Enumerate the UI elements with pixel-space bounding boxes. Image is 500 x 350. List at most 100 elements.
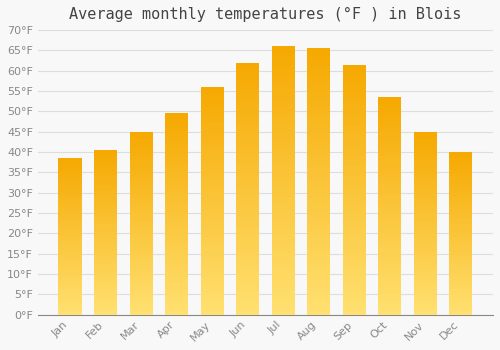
- Bar: [58, 241, 82, 243]
- Bar: [130, 207, 152, 209]
- Bar: [94, 221, 117, 223]
- Bar: [94, 163, 117, 165]
- Bar: [200, 258, 224, 260]
- Bar: [130, 287, 152, 289]
- Bar: [200, 144, 224, 146]
- Bar: [272, 105, 294, 108]
- Bar: [200, 151, 224, 153]
- Bar: [342, 242, 366, 245]
- Bar: [94, 181, 117, 183]
- Bar: [236, 141, 259, 143]
- Bar: [165, 142, 188, 143]
- Bar: [414, 150, 437, 152]
- Bar: [236, 189, 259, 191]
- Bar: [94, 298, 117, 300]
- Bar: [94, 232, 117, 234]
- Bar: [200, 212, 224, 215]
- Bar: [236, 285, 259, 287]
- Bar: [58, 306, 82, 307]
- Bar: [272, 191, 294, 194]
- Bar: [450, 302, 472, 303]
- Bar: [200, 205, 224, 208]
- Bar: [414, 201, 437, 203]
- Bar: [342, 85, 366, 87]
- Bar: [414, 273, 437, 274]
- Bar: [165, 194, 188, 196]
- Bar: [378, 154, 402, 156]
- Bar: [450, 159, 472, 160]
- Bar: [450, 222, 472, 224]
- Bar: [130, 218, 152, 219]
- Bar: [58, 308, 82, 310]
- Bar: [236, 126, 259, 128]
- Bar: [378, 313, 402, 315]
- Bar: [130, 267, 152, 269]
- Bar: [236, 257, 259, 259]
- Bar: [165, 148, 188, 150]
- Bar: [342, 302, 366, 305]
- Bar: [130, 296, 152, 298]
- Bar: [307, 118, 330, 120]
- Bar: [378, 162, 402, 164]
- Bar: [414, 190, 437, 192]
- Bar: [450, 172, 472, 173]
- Bar: [272, 175, 294, 178]
- Bar: [378, 243, 402, 245]
- Bar: [342, 87, 366, 90]
- Bar: [94, 269, 117, 270]
- Bar: [200, 237, 224, 240]
- Bar: [200, 246, 224, 249]
- Bar: [414, 177, 437, 179]
- Bar: [94, 228, 117, 229]
- Bar: [450, 209, 472, 211]
- Bar: [378, 291, 402, 293]
- Bar: [200, 96, 224, 98]
- Bar: [342, 92, 366, 94]
- Bar: [307, 272, 330, 275]
- Bar: [414, 311, 437, 313]
- Bar: [307, 240, 330, 243]
- Bar: [94, 226, 117, 228]
- Bar: [58, 257, 82, 258]
- Bar: [58, 298, 82, 299]
- Bar: [414, 212, 437, 214]
- Bar: [58, 210, 82, 211]
- Bar: [272, 224, 294, 226]
- Bar: [58, 201, 82, 202]
- Bar: [450, 181, 472, 183]
- Bar: [414, 181, 437, 183]
- Bar: [165, 226, 188, 228]
- Bar: [200, 153, 224, 155]
- Bar: [130, 219, 152, 222]
- Bar: [200, 285, 224, 287]
- Bar: [307, 174, 330, 176]
- Bar: [165, 168, 188, 170]
- Bar: [450, 292, 472, 294]
- Bar: [58, 175, 82, 177]
- Bar: [165, 252, 188, 254]
- Bar: [94, 293, 117, 295]
- Bar: [94, 244, 117, 246]
- Bar: [450, 176, 472, 178]
- Bar: [130, 167, 152, 168]
- Bar: [272, 111, 294, 113]
- Bar: [342, 140, 366, 142]
- Bar: [414, 278, 437, 280]
- Bar: [94, 282, 117, 284]
- Bar: [450, 310, 472, 312]
- Bar: [200, 148, 224, 151]
- Bar: [58, 180, 82, 182]
- Bar: [414, 274, 437, 277]
- Bar: [272, 100, 294, 103]
- Bar: [378, 289, 402, 291]
- Bar: [342, 117, 366, 120]
- Bar: [450, 258, 472, 259]
- Bar: [130, 201, 152, 203]
- Bar: [378, 104, 402, 106]
- Bar: [236, 297, 259, 300]
- Bar: [342, 292, 366, 295]
- Bar: [130, 174, 152, 176]
- Bar: [342, 175, 366, 177]
- Bar: [272, 76, 294, 78]
- Bar: [307, 187, 330, 190]
